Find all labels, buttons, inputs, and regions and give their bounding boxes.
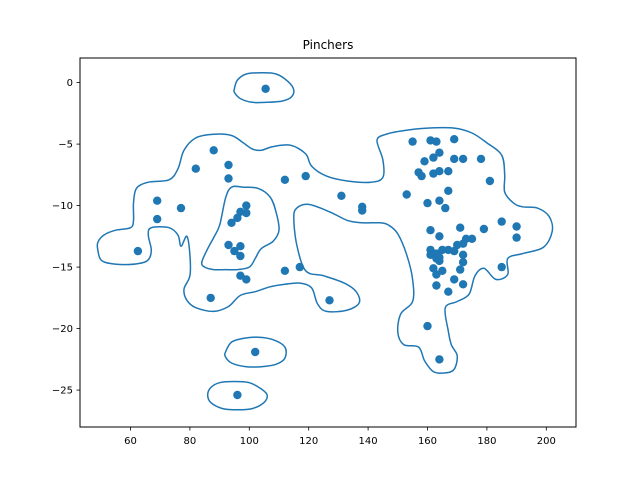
y-tick-label: −25: [52, 386, 73, 397]
data-point: [444, 287, 453, 296]
data-point: [435, 232, 444, 241]
data-point: [458, 154, 468, 164]
data-point: [230, 246, 239, 256]
data-point: [358, 206, 367, 215]
data-point: [242, 201, 251, 210]
data-point: [227, 218, 236, 227]
data-point: [444, 167, 453, 176]
data-point: [191, 164, 200, 173]
data-point: [233, 213, 242, 223]
data-point: [467, 234, 477, 243]
contour-4: [224, 336, 287, 368]
data-point: [435, 196, 444, 205]
x-tick-label: 140: [359, 436, 378, 447]
data-point: [456, 265, 465, 274]
data-point: [435, 148, 444, 157]
data-point: [224, 240, 233, 250]
data-point: [426, 226, 435, 235]
data-point: [209, 146, 218, 155]
y-tick-label: −10: [52, 201, 73, 212]
data-point: [458, 280, 468, 289]
data-point: [497, 217, 506, 226]
data-point: [325, 296, 334, 305]
data-point: [435, 256, 444, 266]
y-tick-label: −15: [52, 263, 73, 274]
data-point: [438, 266, 447, 275]
data-point: [432, 137, 441, 146]
data-point: [301, 171, 310, 181]
data-point: [133, 246, 143, 256]
data-point: [479, 224, 489, 234]
data-point: [432, 281, 441, 290]
data-point: [176, 203, 186, 213]
data-point: [233, 390, 242, 400]
x-tick-label: 80: [184, 436, 197, 447]
contour-2: [96, 126, 554, 374]
data-point: [450, 135, 459, 144]
data-point: [497, 262, 506, 272]
data-point: [408, 137, 417, 146]
data-point: [261, 84, 270, 94]
y-tick-label: −5: [58, 140, 73, 151]
x-tick-label: 100: [240, 436, 259, 447]
data-point: [450, 275, 459, 284]
data-point: [476, 154, 486, 164]
data-point: [456, 223, 465, 232]
y-tick-label: −20: [52, 324, 73, 335]
data-point: [236, 242, 245, 251]
data-point: [423, 198, 432, 208]
data-point: [206, 293, 215, 303]
data-point: [429, 153, 438, 162]
data-point: [423, 321, 432, 331]
data-point: [236, 251, 245, 261]
data-point: [450, 154, 459, 164]
data-point: [461, 234, 471, 243]
x-axis: 60 80 100 120 140 160 180 200: [124, 427, 556, 447]
data-point: [512, 233, 521, 242]
data-point: [224, 160, 233, 170]
contour-5: [206, 380, 268, 411]
point-layer: [133, 84, 521, 400]
data-point: [458, 250, 468, 259]
data-point: [295, 262, 304, 272]
chart-title: Pinchers: [303, 38, 354, 52]
data-point: [242, 275, 251, 284]
x-tick-label: 200: [537, 436, 556, 447]
plot-area-frame: [79, 57, 577, 428]
data-point: [444, 186, 453, 195]
data-point: [251, 347, 260, 357]
data-point: [485, 176, 495, 186]
data-point: [242, 208, 251, 218]
x-tick-label: 180: [477, 436, 496, 447]
data-point: [435, 167, 444, 176]
data-point: [224, 174, 233, 183]
data-point: [280, 175, 290, 184]
contour-3: [200, 185, 280, 271]
y-axis: 0 −5 −10 −15 −20 −25: [52, 78, 80, 397]
data-point: [420, 157, 429, 166]
data-point: [337, 191, 346, 200]
data-point: [441, 203, 450, 213]
x-tick-label: 160: [418, 436, 437, 447]
data-point: [402, 190, 411, 199]
data-point: [458, 258, 468, 267]
x-tick-label: 120: [299, 436, 318, 447]
data-point: [512, 222, 521, 231]
data-point: [435, 355, 444, 364]
y-tick-label: 0: [67, 78, 73, 89]
data-point: [280, 266, 290, 275]
data-point: [153, 196, 162, 205]
data-point: [153, 214, 162, 224]
contour-1: [233, 72, 295, 104]
x-tick-label: 60: [124, 436, 137, 447]
contour-layer: [96, 72, 554, 411]
data-point: [417, 171, 426, 181]
data-point: [438, 245, 447, 255]
